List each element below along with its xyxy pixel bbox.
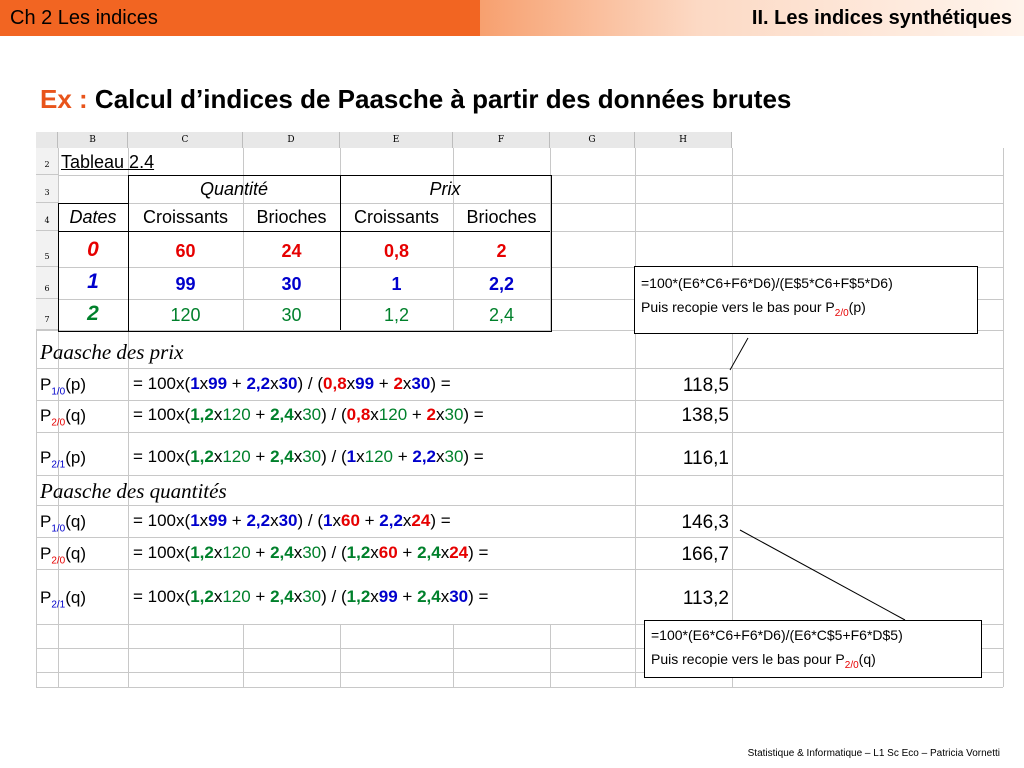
corner-cell — [36, 132, 58, 148]
column-header-h: H — [635, 132, 732, 148]
date-cell: 1 — [87, 270, 99, 293]
note-copy: Puis recopie vers le bas pour P2/0(p) — [641, 299, 866, 319]
column-header-c: C — [128, 132, 243, 148]
index-label: P2/1(p) — [40, 448, 87, 471]
header-right-band — [480, 0, 1024, 36]
index-label: P1/0(q) — [40, 512, 87, 535]
formula-row: = 100x(1x99 + 2,2x30) / (0,8x99 + 2x30) … — [133, 374, 451, 393]
col-dates: Dates — [69, 207, 117, 227]
column-header-e: E — [340, 132, 453, 148]
column-header-f: F — [453, 132, 550, 148]
row-header-4: 4 — [36, 203, 58, 231]
result-value: 166,7 — [681, 544, 729, 565]
formula-row: = 100x(1,2x120 + 2,4x30) / (1,2x60 + 2,4… — [133, 543, 489, 562]
col-prix-croissants: Croissants — [353, 207, 440, 227]
slide-header: Ch 2 Les indices II. Les indices synthét… — [0, 0, 1024, 36]
column-header-d: D — [243, 132, 340, 148]
arrow-bottom-note — [739, 529, 906, 621]
chapter-title: Ch 2 Les indices — [10, 7, 158, 29]
section-paasche-prix: Paasche des prix — [40, 340, 184, 364]
row-header-3: 3 — [36, 175, 58, 203]
note-copy: Puis recopie vers le bas pour P2/0(q) — [651, 651, 876, 671]
slide-footer: Statistique & Informatique – L1 Sc Eco –… — [747, 748, 1000, 759]
data-cell: 2,4 — [488, 305, 515, 325]
row-header-5: 5 — [36, 231, 58, 267]
index-label: P1/0(p) — [40, 375, 87, 398]
formula-row: = 100x(1,2x120 + 2,4x30) / (1,2x99 + 2,4… — [133, 587, 489, 606]
dates-column-border — [58, 203, 129, 332]
result-value: 146,3 — [681, 512, 729, 533]
heading-prefix: Ex : — [40, 84, 88, 114]
group-quantite: Quantité — [199, 179, 269, 199]
heading-text: Calcul d’indices de Paasche à partir des… — [94, 84, 792, 114]
column-header-g: G — [550, 132, 635, 148]
formula-note-prix: =100*(E6*C6+F6*D6)/(E$5*C6+F$5*D6) Puis … — [634, 266, 978, 334]
note-formula: =100*(E6*C6+F6*D6)/(E$5*C6+F$5*D6) — [641, 275, 893, 291]
formula-row: = 100x(1x99 + 2,2x30) / (1x60 + 2,2x24) … — [133, 511, 451, 530]
arrow-top-note — [729, 337, 749, 371]
date-cell: 0 — [87, 238, 99, 261]
data-cell: 2,2 — [488, 274, 515, 294]
row-header-6: 6 — [36, 267, 58, 299]
note-formula: =100*(E6*C6+F6*D6)/(E6*C$5+F6*D$5) — [651, 627, 903, 643]
col-quantite-brioches: Brioches — [256, 207, 327, 227]
data-cell: 24 — [281, 241, 302, 261]
data-cell: 99 — [175, 274, 196, 294]
data-cell: 60 — [175, 241, 196, 261]
formula-row: = 100x(1,2x120 + 2,4x30) / (0,8x120 + 2x… — [133, 405, 484, 424]
table-title: Tableau 2.4 — [61, 152, 155, 172]
group-prix: Prix — [429, 179, 461, 199]
col-prix-brioches: Brioches — [466, 207, 537, 227]
data-cell: 120 — [170, 305, 201, 325]
formula-row: = 100x(1,2x120 + 2,4x30) / (1x120 + 2,2x… — [133, 447, 484, 466]
row-header-2: 2 — [36, 148, 58, 175]
result-value: 138,5 — [681, 405, 729, 426]
slide-heading: Ex : Calcul d’indices de Paasche à parti… — [40, 84, 791, 115]
header-divider — [58, 231, 550, 232]
data-cell: 1,2 — [383, 305, 410, 325]
column-header-b: B — [58, 132, 128, 148]
data-cell: 30 — [281, 305, 302, 325]
row-header-7: 7 — [36, 299, 58, 330]
col-quantite-croissants: Croissants — [142, 207, 229, 227]
section-title: II. Les indices synthétiques — [751, 7, 1012, 29]
data-cell: 0,8 — [383, 241, 410, 261]
index-label: P2/0(q) — [40, 544, 87, 567]
header-left-band — [0, 0, 480, 36]
date-cell: 2 — [87, 302, 99, 325]
data-cell: 1 — [391, 274, 402, 294]
index-label: P2/0(q) — [40, 406, 87, 429]
formula-note-quantites: =100*(E6*C6+F6*D6)/(E6*C$5+F6*D$5) Puis … — [644, 620, 982, 678]
result-value: 113,2 — [682, 588, 729, 609]
result-value: 116,1 — [682, 448, 729, 469]
result-value: 118,5 — [682, 375, 729, 396]
data-cell: 2 — [496, 241, 507, 261]
index-label: P2/1(q) — [40, 588, 87, 611]
section-paasche-quantites: Paasche des quantités — [40, 479, 227, 503]
data-cell: 30 — [281, 274, 302, 294]
quantite-prix-divider — [340, 175, 341, 330]
